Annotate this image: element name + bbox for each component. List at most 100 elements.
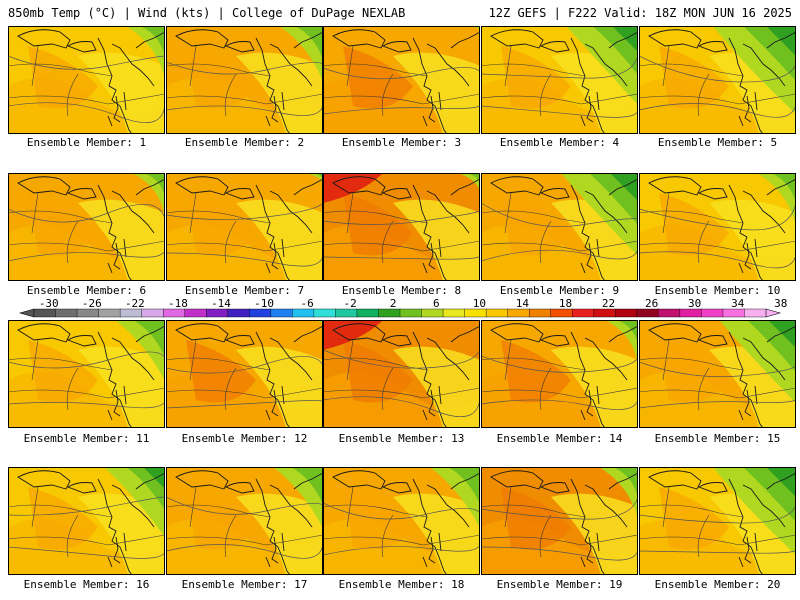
legend-swatch [270,308,293,318]
coastline [570,478,606,575]
coastline [97,184,133,281]
state-borders [481,486,638,558]
temperature-map [481,26,638,134]
temp-field [28,487,98,550]
state-borders [323,192,480,264]
legend-tick-label: 34 [731,297,745,310]
height-contour [323,541,480,556]
legend-swatch [679,308,702,318]
panel-border [8,173,165,281]
panel-border [323,467,480,575]
temp-field [143,467,165,489]
legend-tick-label: 2 [389,297,397,310]
height-contour [323,67,480,80]
ensemble-panel [323,26,480,134]
coastline [412,37,448,134]
legend-tick-label: -22 [124,297,145,310]
coastline [135,31,165,49]
coastline [766,31,796,49]
legend-swatch [313,308,336,318]
coastline [269,484,313,528]
panel-border [166,467,323,575]
coastline [426,484,470,528]
state-borders [481,192,638,264]
legend-swatch [292,308,315,318]
temperature-map [8,320,165,428]
great-lakes-outline [648,470,728,494]
height-contour [639,361,796,378]
panel-border [639,320,796,428]
ensemble-panel [166,467,323,575]
height-contour [323,210,480,225]
coastline [293,178,323,196]
coastline [135,325,165,343]
temp-field [186,487,256,550]
temperature-map [323,320,480,428]
great-lakes-outline [648,29,728,53]
height-contour [481,105,638,118]
state-borders [481,339,638,411]
coastline [255,478,291,575]
coastline [111,190,155,234]
coastline [728,37,764,134]
legend-swatch [442,308,466,318]
temp-field [126,26,165,78]
coastline [412,478,448,575]
temp-field [501,487,571,550]
legend-swatch [184,308,207,318]
coastline [97,37,133,134]
ensemble-panel [166,173,323,281]
great-lakes-outline [490,470,570,494]
temp-field [501,340,571,403]
legend-swatch [98,308,121,318]
temperature-map [481,467,638,575]
coastline [608,31,638,49]
ensemble-member-label: Ensemble Member: 12 [181,432,308,445]
state-borders [8,192,165,264]
coastline [97,331,133,428]
legend-swatch [141,308,164,318]
great-lakes-outline [175,470,255,494]
state-borders [323,486,480,558]
ensemble-panel [323,320,480,428]
state-borders [8,45,165,117]
panel-border [481,173,638,281]
legend-swatch [249,308,272,318]
temp-field [186,193,256,256]
panel-border [166,173,323,281]
height-contour [481,55,638,79]
height-contour [8,203,165,223]
temperature-map [323,26,480,134]
height-contour [166,251,323,267]
height-contour [481,202,638,228]
height-contour [8,398,165,409]
legend-swatch [206,308,229,318]
ensemble-member-label: Ensemble Member: 3 [341,136,462,149]
state-borders [8,339,165,411]
panel-border [639,26,796,134]
legend-swatch [701,308,724,318]
height-contour [323,103,480,115]
ensemble-member-label: Ensemble Member: 9 [499,284,620,297]
height-contour [481,394,638,410]
coastline [293,472,323,490]
coastline [570,37,606,134]
temp-field [28,193,98,256]
map-title: 850mb Temp (°C) | Wind (kts) | College o… [8,6,406,20]
legend-tick-label: -30 [38,297,59,310]
ensemble-panel [8,173,165,281]
coastline [97,478,133,575]
ensemble-panel [639,467,796,575]
height-contour [639,397,796,409]
coastline [412,184,448,281]
state-borders [8,486,165,558]
state-borders [639,192,796,264]
coastline [255,184,291,281]
ensemble-member-label: Ensemble Member: 10 [654,284,781,297]
coastline [728,478,764,575]
ensemble-member-label: Ensemble Member: 5 [657,136,778,149]
temp-field [617,320,638,348]
legend-swatch [55,308,78,318]
coastline [570,184,606,281]
temp-field [610,173,638,201]
